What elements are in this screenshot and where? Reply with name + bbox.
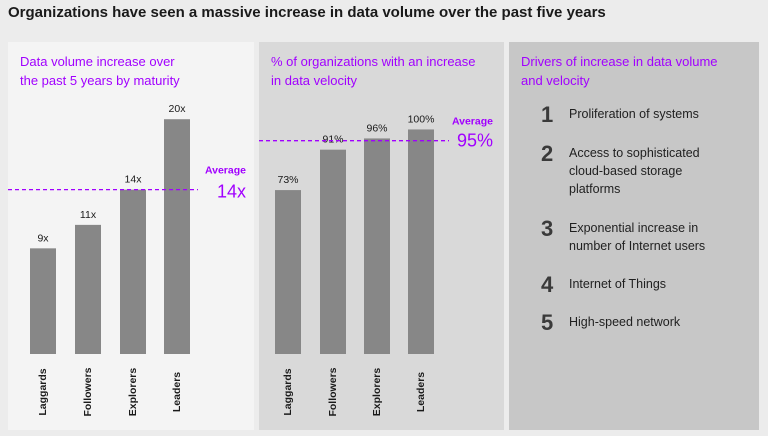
category-label: Explorers <box>127 368 139 417</box>
driver-text: High-speed network <box>569 312 680 331</box>
panel-heading: % of organizations with an increase in d… <box>271 52 476 90</box>
driver-number: 5 <box>541 310 554 335</box>
bar-value-label: 73% <box>277 174 298 186</box>
bar-value-label: 91% <box>322 134 343 146</box>
category-label: Followers <box>327 367 339 416</box>
driver-text-line: Access to sophisticated <box>569 146 700 160</box>
average-label: Average <box>452 116 493 128</box>
driver-number: 4 <box>541 272 554 297</box>
category-label: Explorers <box>371 368 383 417</box>
heading-line: the past 5 years by maturity <box>20 73 180 88</box>
driver-text-line: Internet of Things <box>569 277 667 291</box>
panel-heading: Data volume increase over the past 5 yea… <box>20 52 180 90</box>
driver-number: 2 <box>541 141 554 166</box>
driver-text: Proliferation of systems <box>569 104 699 123</box>
driver-text-line: number of Internet users <box>569 239 706 253</box>
category-label: Leaders <box>415 372 427 412</box>
driver-number: 1 <box>541 102 554 127</box>
driver-item: 1 Proliferation of systems <box>541 104 756 126</box>
bar-value-label: 20x <box>169 103 187 115</box>
category-label: Laggards <box>282 368 294 415</box>
heading-line: % of organizations with an increase <box>271 54 476 69</box>
bar-followers <box>320 149 346 354</box>
bar-explorers <box>120 189 146 354</box>
category-label: Leaders <box>171 372 183 412</box>
driver-text: Exponential increase in number of Intern… <box>569 218 705 255</box>
driver-item: 4 Internet of Things <box>541 274 756 296</box>
page-title: Organizations have seen a massive increa… <box>8 4 606 21</box>
heading-line: Drivers of increase in data volume <box>521 54 718 69</box>
driver-item: 3 Exponential increase in number of Inte… <box>541 218 756 255</box>
chart-data-volume: 9x Laggards 11x Followers 14x Explorers 20x Lea… <box>8 103 246 417</box>
bar-followers <box>75 224 101 354</box>
bar-value-label: 96% <box>366 122 387 134</box>
bar-laggards <box>30 248 56 354</box>
bar-value-label: 14x <box>125 174 143 186</box>
bar-leaders <box>164 119 190 354</box>
driver-text-line: platforms <box>569 182 621 196</box>
driver-number: 3 <box>541 216 554 241</box>
average-value: 14x <box>217 182 246 202</box>
heading-line: and velocity <box>521 73 590 88</box>
average-value: 95% <box>457 131 493 151</box>
bar-explorers <box>364 138 390 354</box>
category-label: Laggards <box>37 368 49 415</box>
driver-text: Internet of Things <box>569 274 666 293</box>
heading-line: in data velocity <box>271 73 357 88</box>
bar-value-label: 100% <box>408 113 435 125</box>
heading-line: Data volume increase over <box>20 54 175 69</box>
average-label: Average <box>205 165 246 177</box>
driver-text-line: cloud-based storage <box>569 164 683 178</box>
driver-text-line: High-speed network <box>569 315 681 329</box>
chart-data-velocity: 73% Laggards 91% Followers 96% Explorers 100% L… <box>259 113 493 417</box>
driver-item: 2 Access to sophisticated cloud-based st… <box>541 143 756 198</box>
bar-value-label: 11x <box>80 209 97 221</box>
category-label: Followers <box>82 367 94 416</box>
bar-laggards <box>275 190 301 354</box>
panel-data-volume: Data volume increase over the past 5 yea… <box>8 42 254 430</box>
panel-data-velocity: % of organizations with an increase in d… <box>259 42 504 430</box>
driver-text-line: Exponential increase in <box>569 221 699 235</box>
panel-drivers: Drivers of increase in data volume and v… <box>509 42 759 430</box>
driver-text-line: Proliferation of systems <box>569 107 699 121</box>
driver-text: Access to sophisticated cloud-based stor… <box>569 143 700 198</box>
panel-heading: Drivers of increase in data volume and v… <box>521 52 718 90</box>
bar-leaders <box>408 129 434 354</box>
driver-item: 5 High-speed network <box>541 312 756 334</box>
bar-value-label: 9x <box>37 232 49 244</box>
